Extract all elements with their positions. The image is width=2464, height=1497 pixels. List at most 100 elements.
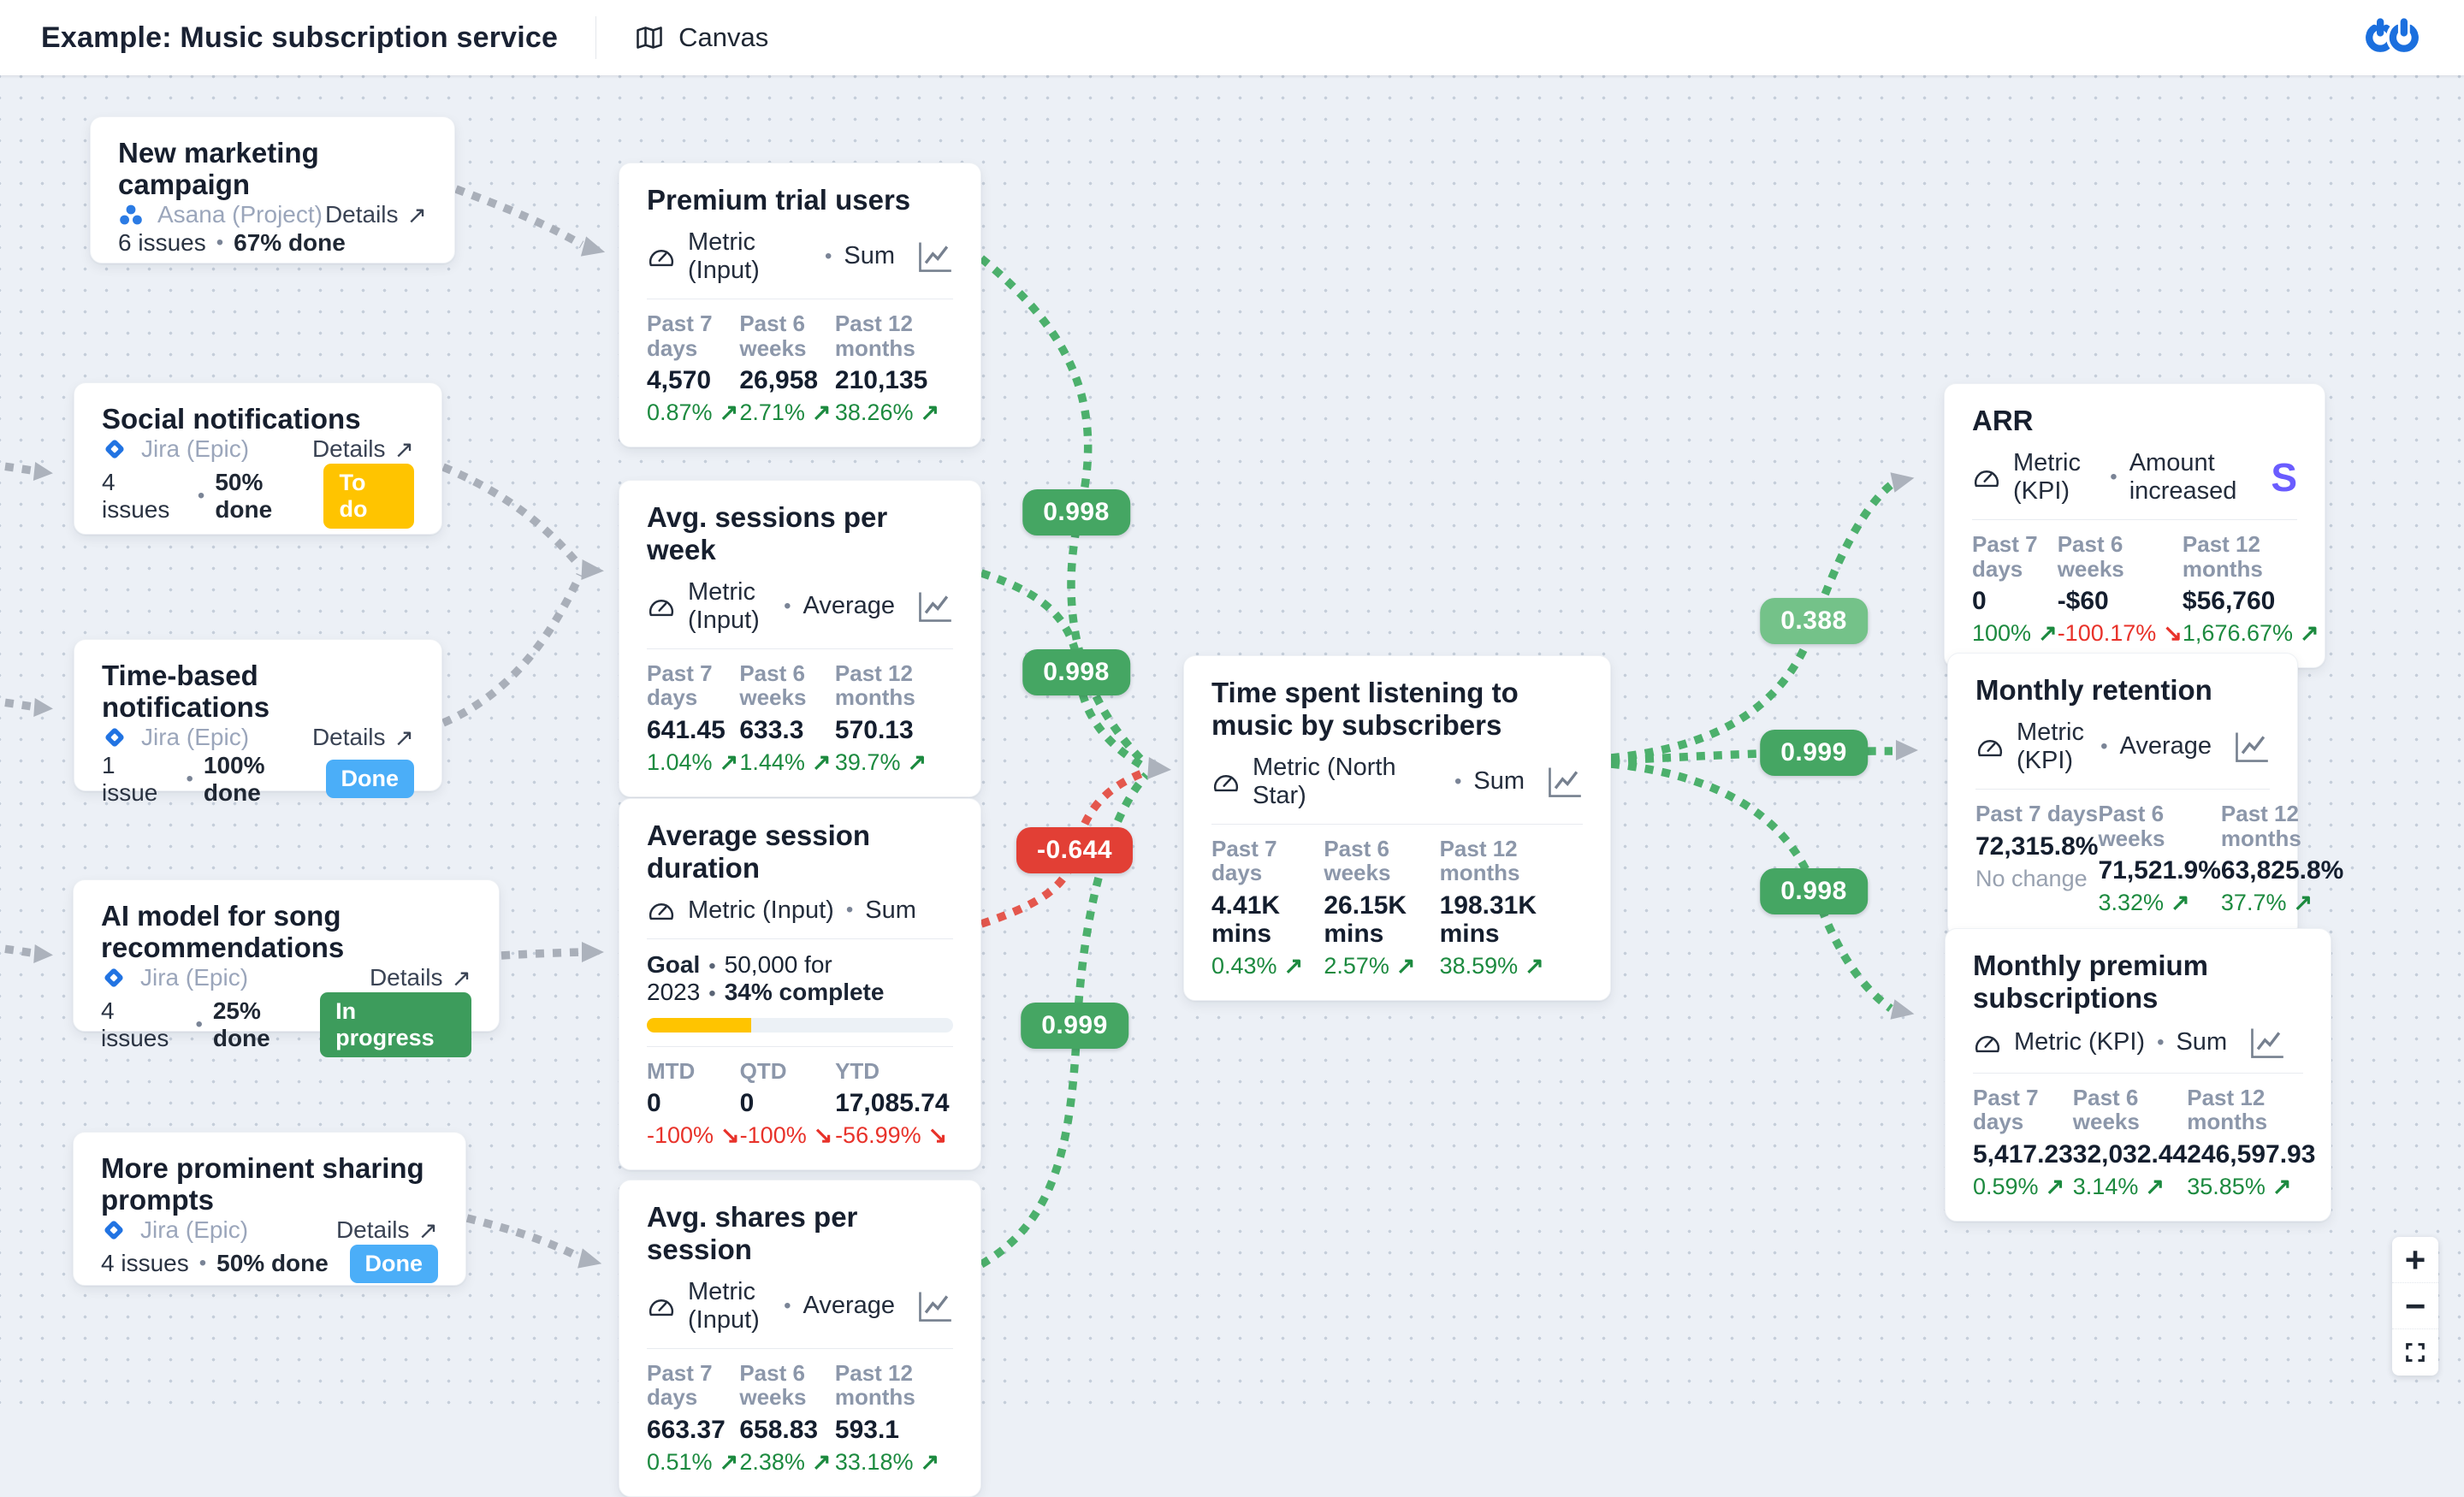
bullet: • (186, 766, 193, 790)
chart-icon[interactable] (2248, 1027, 2285, 1059)
zoom-out-button[interactable]: − (2392, 1283, 2438, 1329)
trend-up-icon: ↗ (811, 399, 832, 426)
trend-up-icon: ↗ (719, 1449, 739, 1476)
card-monthly-premium-subscriptions[interactable]: Monthly premium subscriptions Metric (KP… (1945, 928, 2331, 1222)
done-percent: 50% done (216, 1250, 329, 1277)
correlation-badge[interactable]: 0.998 (1760, 868, 1868, 914)
correlation-badge[interactable]: 0.998 (1022, 489, 1130, 535)
details-link[interactable]: Details ↗ (311, 435, 414, 463)
done-percent: 50% done (215, 468, 273, 523)
doubleloop-logo (2361, 16, 2423, 59)
chart-icon[interactable] (1545, 766, 1583, 798)
correlation-badge[interactable]: 0.998 (1022, 649, 1130, 695)
chart-icon[interactable] (2232, 731, 2270, 763)
card-average-session-duration[interactable]: Average session duration Metric (Input) … (619, 798, 981, 1171)
metric-agg: Sum (844, 242, 895, 270)
divider (647, 648, 953, 649)
trend-down-icon: ↘ (813, 1122, 833, 1149)
canvas[interactable]: New marketing campaign Asana (Project) D… (0, 75, 2464, 1497)
metric-title: Premium trial users (647, 184, 911, 216)
header-divider (595, 16, 597, 59)
map-icon (634, 22, 665, 53)
chart-icon[interactable] (915, 240, 953, 273)
chart-icon[interactable] (915, 1290, 953, 1322)
metric-agg: Sum (1473, 767, 1525, 796)
trend-up-icon: ↗ (2045, 1174, 2065, 1200)
external-arrow-icon: ↗ (451, 964, 471, 991)
correlation-badge[interactable]: 0.999 (1760, 730, 1868, 776)
bullet: • (845, 898, 854, 922)
metric-type: Metric (North Star) (1253, 753, 1396, 809)
trend-up-icon: ↗ (920, 399, 940, 426)
card-new-marketing-campaign[interactable]: New marketing campaign Asana (Project) D… (90, 116, 455, 263)
metric-title: Time spent listening to music by subscri… (1211, 677, 1519, 741)
bullet: • (784, 594, 791, 618)
card-social-notifications[interactable]: Social notifications Jira (Epic) Details… (74, 382, 442, 535)
trend-up-icon: ↗ (811, 1449, 832, 1476)
source-label: Jira (Epic) (140, 1216, 249, 1244)
gauge-icon (647, 898, 676, 922)
metric-type: Metric (Input) (688, 577, 760, 634)
tab-canvas[interactable]: Canvas (634, 22, 768, 53)
zoom-controls: + − (2392, 1237, 2438, 1376)
card-avg-shares-per-session[interactable]: Avg. shares per session Metric (Input) •… (619, 1180, 981, 1497)
trend-up-icon: ↗ (2293, 890, 2313, 916)
correlation-badge[interactable]: -0.644 (1016, 827, 1134, 873)
details-link[interactable]: Details ↗ (311, 724, 414, 751)
arrowheads (33, 236, 1918, 1269)
external-arrow-icon: ↗ (394, 724, 414, 751)
status-badge: Done (349, 1244, 438, 1283)
correlation-badge[interactable]: 0.999 (1021, 1003, 1128, 1049)
fullscreen-button[interactable] (2392, 1329, 2438, 1376)
card-time-based-notifications[interactable]: Time-based notifications Jira (Epic) Det… (74, 639, 442, 806)
issues-count: 4 issues (102, 468, 170, 523)
card-avg-sessions-per-week[interactable]: Avg. sessions per week Metric (Input) • … (619, 480, 981, 797)
metric-title: Average session duration (647, 820, 871, 884)
source-label: Asana (Project) (157, 201, 323, 228)
card-arr[interactable]: ARR Metric (KPI) • Amount increased S Pa… (1944, 383, 2325, 668)
card-time-spent-listening[interactable]: Time spent listening to music by subscri… (1183, 655, 1611, 1001)
gauge-icon (1972, 465, 2001, 489)
external-arrow-icon: ↗ (406, 201, 427, 228)
metric-stats: Past 7 days 0 100% ↗ Past 6 weeks -$60 -100.1… (1972, 530, 2319, 647)
metric-title: ARR (1972, 405, 2034, 436)
card-more-prominent-sharing-prompts[interactable]: More prominent sharing prompts Jira (Epi… (73, 1132, 466, 1286)
metric-type: Metric (Input) (688, 228, 760, 284)
gauge-icon (647, 1294, 676, 1318)
trend-up-icon: ↗ (2171, 890, 2190, 916)
metric-stats: Past 7 days 4,570 0.87% ↗ Past 6 weeks 26,95… (647, 310, 940, 426)
gauge-icon (647, 595, 676, 618)
trend-up-icon: ↗ (1283, 953, 1304, 979)
card-title: New marketing campaign (118, 137, 319, 200)
metric-stats: MTD 0 -100% ↘ QTD 0 -100% ↘ YTD 17,085.74 -56.99… (647, 1057, 950, 1149)
chart-icon[interactable] (915, 590, 953, 623)
status-badge: In progress (320, 991, 471, 1057)
metric-type: Metric (KPI) (2014, 1028, 2146, 1056)
status-badge: To do (323, 463, 414, 529)
bullet: • (784, 1293, 791, 1317)
zoom-in-button[interactable]: + (2392, 1237, 2438, 1283)
jira-icon (102, 436, 129, 462)
card-ai-model-song-recommendations[interactable]: AI model for song recommendations Jira (… (73, 879, 500, 1057)
details-link[interactable]: Details ↗ (369, 964, 471, 991)
correlation-badge[interactable]: 0.388 (1760, 598, 1868, 644)
divider (647, 938, 953, 939)
details-link[interactable]: Details ↗ (324, 201, 427, 228)
asana-icon (118, 202, 145, 228)
bullet: • (2157, 1030, 2165, 1054)
details-link[interactable]: Details ↗ (335, 1216, 438, 1244)
trend-up-icon: ↗ (719, 749, 739, 776)
card-title: AI model for song recommendations (101, 900, 345, 963)
metric-stats: Past 7 days 72,315.8% No change Past 6 wee… (1975, 800, 2344, 916)
card-premium-trial-users[interactable]: Premium trial users Metric (Input) • Sum… (619, 163, 981, 447)
gauge-icon (1975, 735, 2005, 759)
trend-down-icon: ↘ (927, 1122, 948, 1149)
metric-agg: Amount increased (2129, 448, 2237, 505)
trend-up-icon: ↗ (2145, 1174, 2165, 1200)
card-monthly-retention[interactable]: Monthly retention Metric (KPI) • Average… (1947, 653, 2344, 938)
issues-count: 4 issues (101, 997, 169, 1051)
issues-count: 1 issue (102, 751, 158, 806)
done-percent: 100% done (203, 751, 265, 806)
trend-up-icon: ↗ (2272, 1174, 2292, 1200)
trend-up-icon: ↗ (2300, 620, 2319, 647)
